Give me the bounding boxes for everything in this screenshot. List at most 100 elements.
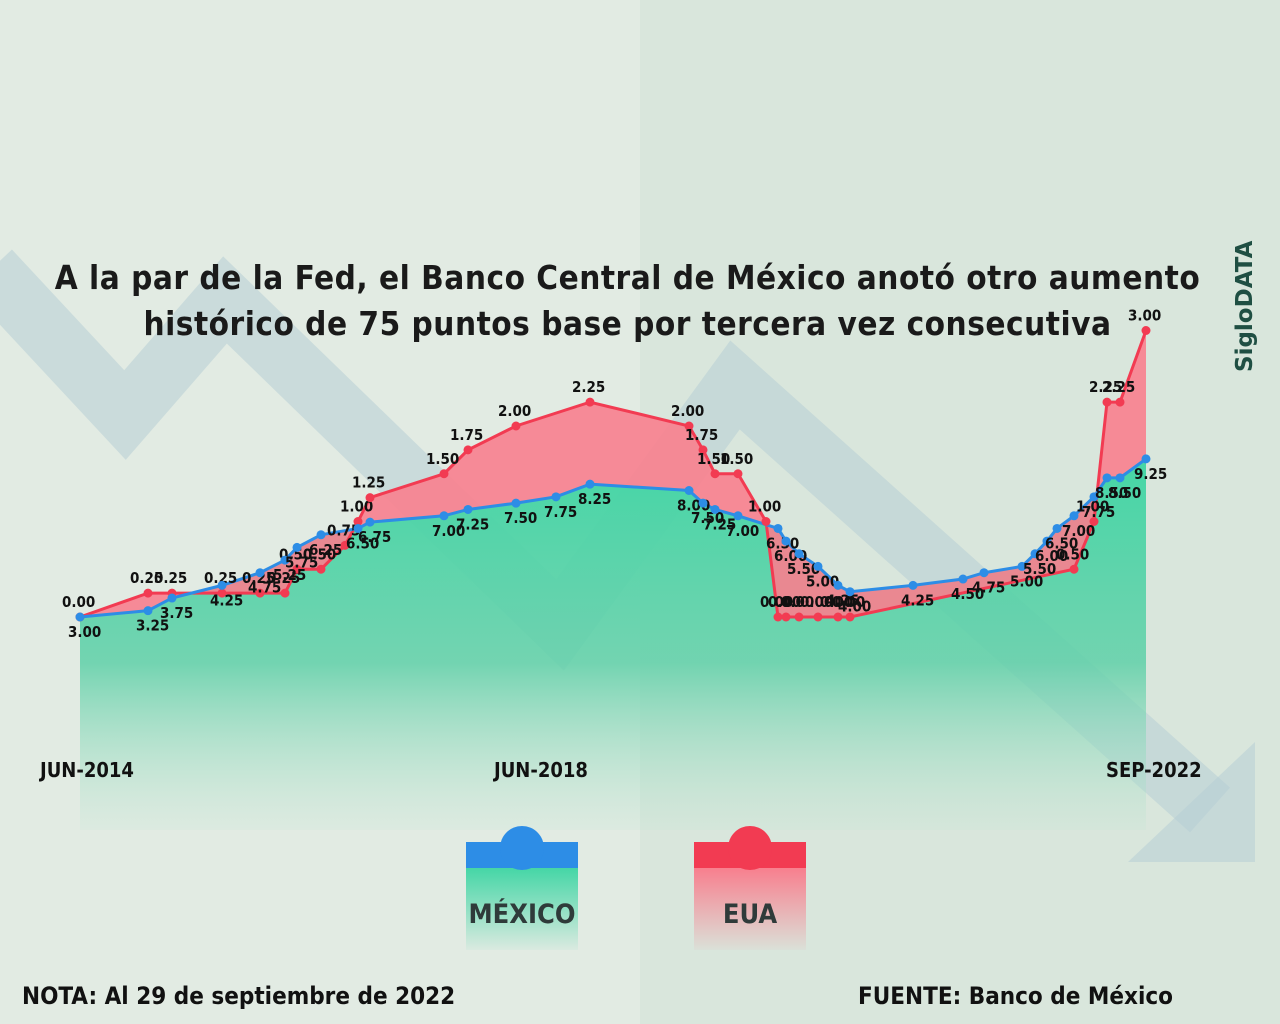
eua-data-label: 3.00 bbox=[1128, 307, 1161, 325]
eua-data-label: 2.25 bbox=[1102, 378, 1135, 396]
brand-logo-text: SigloDATA bbox=[1232, 240, 1258, 372]
eua-data-label: 0.25 bbox=[130, 569, 163, 587]
legend-eua-marker-icon bbox=[728, 826, 772, 870]
legend-eua-label: EUA bbox=[722, 899, 778, 930]
eua-data-label: 0.00 bbox=[820, 593, 853, 611]
eua-data-label: 0.00 bbox=[832, 593, 865, 611]
eua-point bbox=[845, 612, 855, 622]
eua-point bbox=[316, 564, 326, 574]
eua-data-label: 0.25 bbox=[267, 569, 300, 587]
eua-point bbox=[292, 564, 302, 574]
mexico-data-label: 4.25 bbox=[901, 591, 934, 609]
eua-point bbox=[773, 612, 783, 622]
mexico-data-label: 4.50 bbox=[951, 585, 984, 603]
eua-point bbox=[1069, 564, 1079, 574]
eua-data-label: 0.00 bbox=[781, 593, 814, 611]
note-text: NOTA: Al 29 de septiembre de 2022 bbox=[22, 982, 456, 1010]
mexico-data-label: 7.75 bbox=[544, 503, 577, 521]
mexico-point bbox=[255, 568, 265, 578]
mexico-data-label: 7.00 bbox=[432, 522, 465, 540]
mexico-point bbox=[292, 542, 302, 552]
mexico-data-label: 5.75 bbox=[285, 553, 318, 571]
eua-data-label: 1.00 bbox=[1076, 498, 1109, 516]
eua-data-label: 1.25 bbox=[352, 474, 385, 492]
mexico-point bbox=[217, 580, 227, 590]
mexico-data-label: 6.00 bbox=[1035, 547, 1068, 565]
mexico-point bbox=[794, 549, 804, 559]
mexico-data-label: 7.25 bbox=[703, 515, 736, 533]
eua-point bbox=[684, 421, 694, 431]
eua-point bbox=[1141, 326, 1151, 335]
mexico-point bbox=[781, 536, 791, 546]
eua-point bbox=[1115, 397, 1125, 407]
eua-data-label: 0.25 bbox=[242, 569, 275, 587]
mexico-point bbox=[1102, 473, 1112, 483]
mexico-data-label: 4.75 bbox=[972, 579, 1005, 597]
eua-data-label: 2.00 bbox=[671, 402, 704, 420]
eua-point bbox=[143, 588, 153, 598]
legend-mexico: MÉXICO bbox=[466, 826, 578, 950]
eua-data-label: 2.00 bbox=[498, 402, 531, 420]
eua-point bbox=[733, 469, 743, 479]
eua-point bbox=[813, 612, 823, 622]
mexico-data-label: 4.25 bbox=[210, 591, 243, 609]
eua-data-label: 1.75 bbox=[450, 426, 483, 444]
eua-point bbox=[833, 612, 843, 622]
mexico-point bbox=[733, 511, 743, 521]
eua-data-label: 1.50 bbox=[720, 450, 753, 468]
mexico-point bbox=[1030, 549, 1040, 559]
mexico-data-label: 6.75 bbox=[358, 528, 391, 546]
mexico-point bbox=[463, 504, 473, 514]
mexico-data-label: 5.50 bbox=[787, 560, 820, 578]
eua-point bbox=[781, 612, 791, 622]
mexico-data-label: 7.25 bbox=[456, 515, 489, 533]
mexico-point bbox=[75, 612, 85, 622]
mexico-point bbox=[1052, 523, 1062, 533]
x-tick-label: SEP-2022 bbox=[1106, 758, 1202, 782]
mexico-data-label: 7.00 bbox=[1062, 522, 1095, 540]
mexico-point bbox=[1069, 511, 1079, 521]
eua-data-label: 0.25 bbox=[154, 569, 187, 587]
mexico-point bbox=[1115, 473, 1125, 483]
legend-mexico-marker-icon bbox=[500, 826, 544, 870]
eua-point bbox=[710, 469, 720, 479]
eua-point bbox=[255, 588, 265, 598]
eua-data-label: 0.00 bbox=[62, 593, 95, 611]
eua-data-label: 0.25 bbox=[204, 569, 237, 587]
eua-point bbox=[585, 397, 595, 407]
eua-point bbox=[463, 445, 473, 455]
eua-point bbox=[340, 540, 350, 550]
mexico-point bbox=[1017, 561, 1027, 571]
eua-point bbox=[353, 517, 363, 526]
mexico-data-label: 9.25 bbox=[1134, 465, 1167, 483]
mexico-data-label: 3.00 bbox=[68, 623, 101, 641]
mexico-point bbox=[439, 511, 449, 521]
mexico-data-label: 7.50 bbox=[504, 509, 537, 527]
eua-point bbox=[761, 517, 771, 526]
mexico-point bbox=[511, 498, 521, 508]
mexico-point bbox=[710, 504, 720, 514]
eua-data-label: 1.50 bbox=[697, 450, 730, 468]
mexico-data-label: 8.50 bbox=[1095, 484, 1128, 502]
eua-point bbox=[439, 469, 449, 479]
mexico-point bbox=[684, 486, 694, 495]
mexico-point bbox=[958, 574, 968, 584]
mexico-data-label: 3.75 bbox=[160, 604, 193, 622]
eua-point bbox=[1089, 517, 1099, 526]
eua-data-label: 0.50 bbox=[1056, 545, 1089, 563]
mexico-data-label: 8.25 bbox=[578, 490, 611, 508]
eua-data-label: 0.75 bbox=[327, 521, 360, 539]
eua-point bbox=[365, 493, 375, 503]
title-line-2: histórico de 75 puntos base por tercera … bbox=[143, 304, 1112, 343]
mexico-point bbox=[551, 492, 561, 502]
mexico-point bbox=[585, 479, 595, 489]
mexico-point bbox=[143, 606, 153, 616]
chart-title: A la par de la Fed, el Banco Central de … bbox=[0, 255, 1255, 347]
mexico-point bbox=[845, 587, 855, 597]
x-tick-label: JUN-2014 bbox=[40, 758, 134, 782]
eua-point bbox=[280, 588, 290, 598]
legend-eua: EUA bbox=[694, 826, 806, 950]
mexico-point bbox=[1141, 454, 1151, 464]
mexico-point bbox=[698, 498, 708, 508]
